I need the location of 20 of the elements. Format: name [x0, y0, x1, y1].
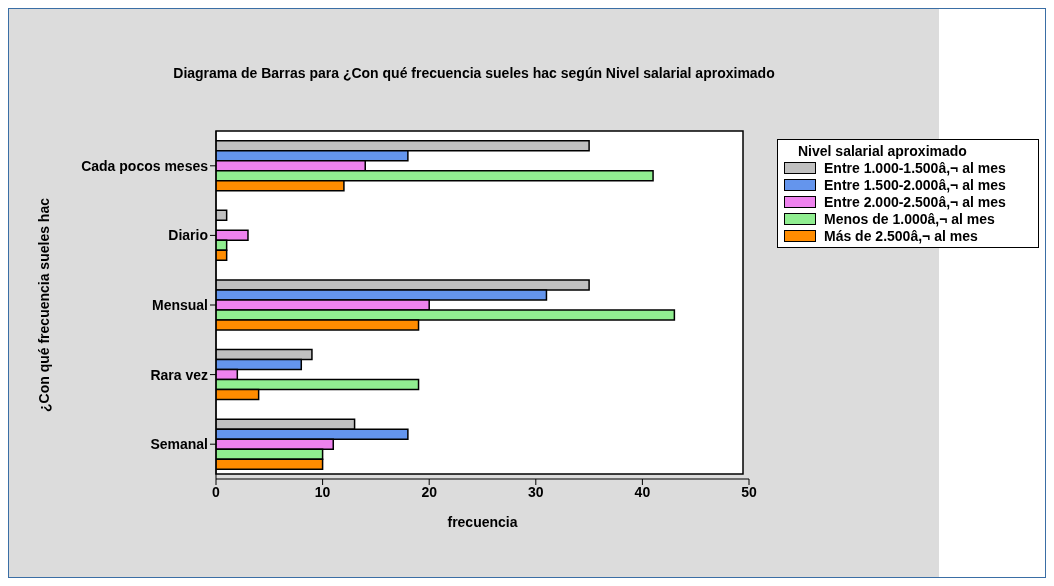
y-tick-label: Cada pocos meses	[81, 157, 209, 174]
x-axis-title: frecuencia	[447, 514, 518, 530]
legend-label: Entre 1.000-1.500â,¬ al mes	[824, 159, 1006, 176]
legend-label: Entre 2.000-2.500â,¬ al mes	[824, 193, 1006, 210]
legend-label: Menos de 1.000â,¬ al mes	[824, 210, 995, 227]
y-tick-label: Semanal	[150, 436, 208, 453]
x-tick-label: 10	[314, 483, 331, 500]
legend-label: Entre 1.500-2.000â,¬ al mes	[824, 176, 1006, 193]
x-tick-label: 50	[741, 483, 757, 500]
x-tick-label: 40	[634, 483, 651, 500]
chart-title: Diagrama de Barras para ¿Con qué frecuencia sueles hac según Nivel salarial aproximado	[172, 65, 776, 81]
y-tick-label: Diario	[168, 227, 208, 244]
y-tick-label: Rara vez	[150, 366, 208, 383]
legend-title: Nivel salarial aproximado	[797, 143, 968, 159]
y-tick-label: Mensual	[151, 296, 208, 313]
x-tick-label: 20	[421, 483, 438, 500]
x-tick-label: 0	[212, 483, 221, 500]
x-tick-label: 30	[528, 483, 544, 500]
legend-label: Más de 2.500â,¬ al mes	[824, 227, 978, 244]
y-axis-title: ¿Con qué frecuencia sueles hac	[35, 197, 52, 412]
